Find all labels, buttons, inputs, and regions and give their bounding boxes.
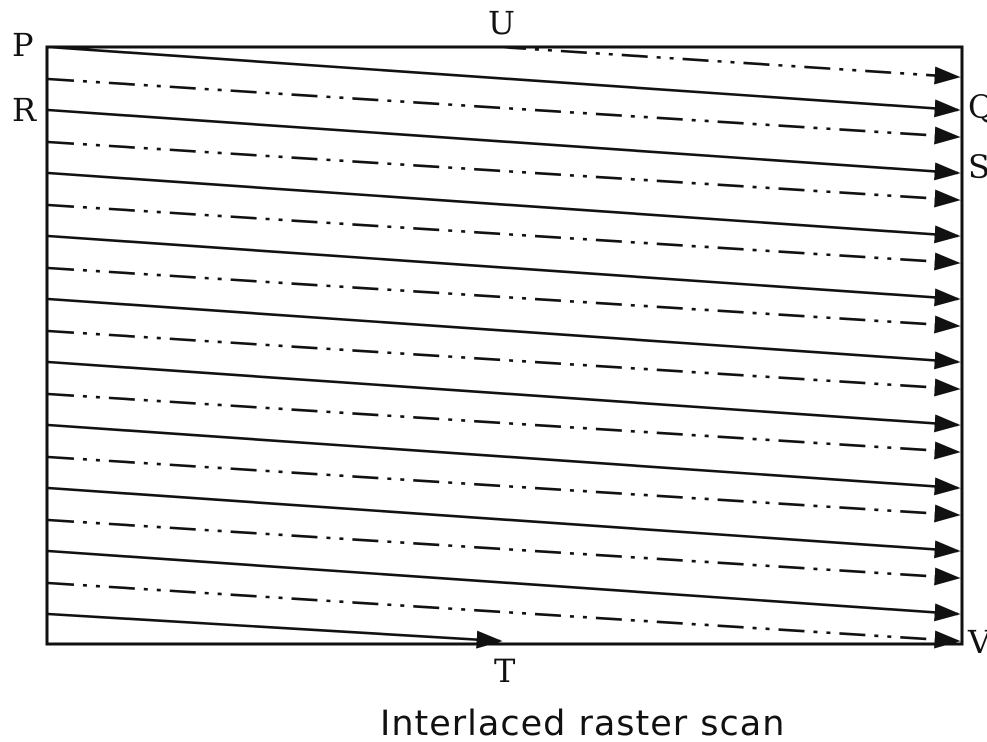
odd-scan-line-8 [47,486,961,559]
label-t: T [494,652,516,690]
odd-scan-line-10 [47,612,503,649]
odd-scan-line-3 [47,171,961,244]
odd-field-scan-lines [47,45,961,649]
label-p: P [12,26,34,64]
even-scan-line-4 [47,203,961,271]
even-scan-line-10 [47,581,961,649]
even-scan-line-9 [47,518,961,586]
label-v: V [967,623,987,661]
even-scan-line-8 [47,455,961,523]
odd-scan-line-5 [47,297,961,370]
odd-scan-line-7 [47,423,961,496]
even-scan-line-3 [47,140,961,208]
odd-scan-line-9 [47,549,961,622]
odd-scan-line-2 [47,108,961,181]
even-field-scan-lines [47,45,961,649]
label-u: U [488,4,515,42]
label-s: S [968,148,987,186]
label-q: Q [968,88,987,126]
even-scan-line-1 [499,45,961,85]
odd-scan-line-4 [47,234,961,307]
label-r: R [12,91,37,129]
odd-scan-line-6 [47,360,961,433]
screen-frame [45,45,964,646]
odd-scan-line-1 [47,45,961,118]
even-scan-line-2 [47,77,961,145]
diagram-caption: Interlaced raster scan [380,704,785,742]
even-scan-line-6 [47,329,961,397]
even-scan-line-7 [47,392,961,460]
even-scan-line-5 [47,266,961,334]
